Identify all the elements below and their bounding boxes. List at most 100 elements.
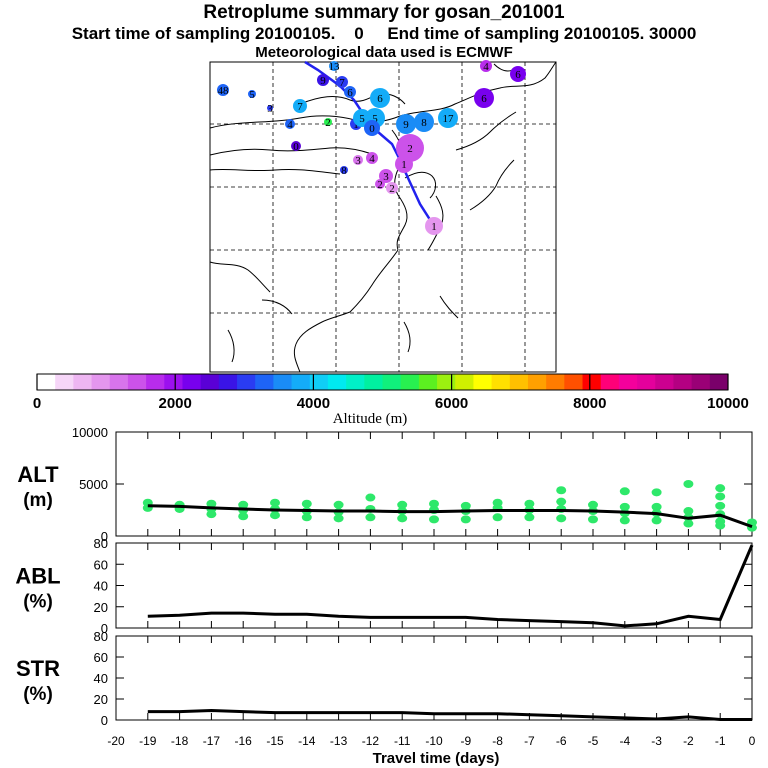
map-frame xyxy=(209,61,557,373)
alt-data-point xyxy=(333,514,344,523)
colorbar-swatch xyxy=(146,374,165,390)
alt-data-point xyxy=(715,492,726,501)
plume-marker xyxy=(510,66,526,82)
plume-marker-label: 6 xyxy=(377,93,383,105)
plume-marker-label: 9 xyxy=(403,119,409,131)
colorbar-swatch xyxy=(109,374,129,390)
str-series-line xyxy=(147,708,752,721)
y-tick-label: 20 xyxy=(94,692,108,707)
x-tick-label: -15 xyxy=(266,734,284,748)
colorbar-swatch xyxy=(637,374,656,390)
colorbar-swatch xyxy=(491,374,511,390)
alt-data-point xyxy=(651,502,662,511)
x-tick-label: -6 xyxy=(556,734,567,748)
panel-str: 0 20 40 60 80 STR (%) xyxy=(16,629,753,728)
alt-data-point xyxy=(301,499,312,508)
alt-data-point xyxy=(556,514,567,523)
y-tick-label: 10000 xyxy=(72,425,108,440)
colorbar-swatch xyxy=(55,374,74,390)
plume-marker-label: 48 xyxy=(218,85,230,97)
plume-marker-label: 6 xyxy=(347,87,353,99)
alt-data-point xyxy=(429,499,439,508)
x-tick-label: -1 xyxy=(715,734,726,748)
plume-marker-label: 2 xyxy=(389,183,395,195)
x-tick-label: -9 xyxy=(460,734,471,748)
plume-marker xyxy=(396,114,416,134)
plume-marker-label: 2 xyxy=(407,143,413,155)
plume-marker-label: 0 xyxy=(369,123,375,135)
colorbar-swatch xyxy=(546,374,565,390)
colorbar-swatch xyxy=(618,374,638,390)
colorbar-swatch xyxy=(218,374,238,390)
plume-marker xyxy=(217,84,229,96)
plume-marker xyxy=(353,155,363,165)
plume-marker xyxy=(480,60,492,72)
colorbar-swatch xyxy=(237,374,256,390)
plume-marker-label: 7 xyxy=(297,101,303,113)
colorbar-tick-label: 4000 xyxy=(297,395,330,412)
plume-marker xyxy=(248,90,256,98)
y-tick-label: 20 xyxy=(94,600,108,615)
colorbar-swatch xyxy=(182,374,202,390)
altitude-colorbar: 0 2000 4000 6000 8000 10000 xyxy=(33,373,749,412)
panel-yunit: (%) xyxy=(23,592,53,613)
colorbar-swatch xyxy=(655,374,674,390)
plume-marker xyxy=(364,120,380,136)
colorbar-swatch xyxy=(691,374,711,390)
panel-ylabel: ALT xyxy=(17,462,59,487)
x-tick-label: -12 xyxy=(362,734,380,748)
alt-data-point xyxy=(429,515,439,524)
panel-ylabel: ABL xyxy=(15,564,60,589)
alt-data-point xyxy=(651,516,662,525)
plume-marker xyxy=(336,76,348,88)
panel-frame xyxy=(115,542,753,629)
colorbar-swatch xyxy=(200,374,220,390)
panel-abl: 0 20 40 60 80 ABL (%) xyxy=(15,536,754,636)
colorbar-swatch xyxy=(673,374,693,390)
plume-marker xyxy=(324,118,332,126)
colorbar-swatch xyxy=(527,374,547,390)
y-tick-label: 0 xyxy=(101,529,108,544)
colorbar-axis-label: Altitude (m) xyxy=(333,411,408,427)
alt-data-point xyxy=(524,513,535,522)
plume-marker xyxy=(366,152,378,164)
panel-alt: 0 5000 10000 ALT (m) xyxy=(17,425,757,544)
plume-marker-label: 17 xyxy=(443,113,455,125)
colorbar-swatch xyxy=(291,374,311,390)
plume-marker xyxy=(344,86,356,98)
plume-marker-label: 4 xyxy=(483,61,489,73)
colorbar-swatch xyxy=(273,374,293,390)
x-tick-label: -14 xyxy=(298,734,316,748)
plume-marker xyxy=(395,155,413,173)
colorbar-swatch xyxy=(164,374,183,390)
x-tick-label: -13 xyxy=(330,734,348,748)
colorbar-tick-label: 2000 xyxy=(159,395,192,412)
plume-marker-label: 2 xyxy=(377,179,383,191)
plume-marker-label: 3 xyxy=(383,171,389,183)
colorbar-swatch xyxy=(327,374,347,390)
plume-marker xyxy=(340,166,348,174)
colorbar-swatch xyxy=(346,374,365,390)
x-tick-label: -10 xyxy=(425,734,443,748)
alt-data-point xyxy=(460,515,471,524)
y-tick-label: 80 xyxy=(94,536,108,551)
plume-marker-label: 1 xyxy=(431,221,437,233)
plume-marker-label: 0 xyxy=(293,141,299,153)
colorbar-swatch xyxy=(509,374,529,390)
colorbar-swatch xyxy=(364,374,383,390)
plume-marker xyxy=(414,112,434,132)
abl-series-line xyxy=(147,544,754,628)
x-tick-label: -19 xyxy=(139,734,157,748)
x-tick-label: 0 xyxy=(749,734,756,748)
y-tick-label: 40 xyxy=(94,579,108,594)
x-tick-label: -18 xyxy=(171,734,189,748)
colorbar-tick-label: 6000 xyxy=(435,395,468,412)
colorbar-swatch xyxy=(37,374,56,390)
alt-data-point xyxy=(715,484,726,493)
panel-ylabel: STR xyxy=(16,656,60,681)
alt-data-point xyxy=(397,500,408,509)
x-tick-label: -5 xyxy=(588,734,599,748)
plume-marker-label: 5 xyxy=(249,89,255,101)
alt-data-point xyxy=(715,501,726,510)
